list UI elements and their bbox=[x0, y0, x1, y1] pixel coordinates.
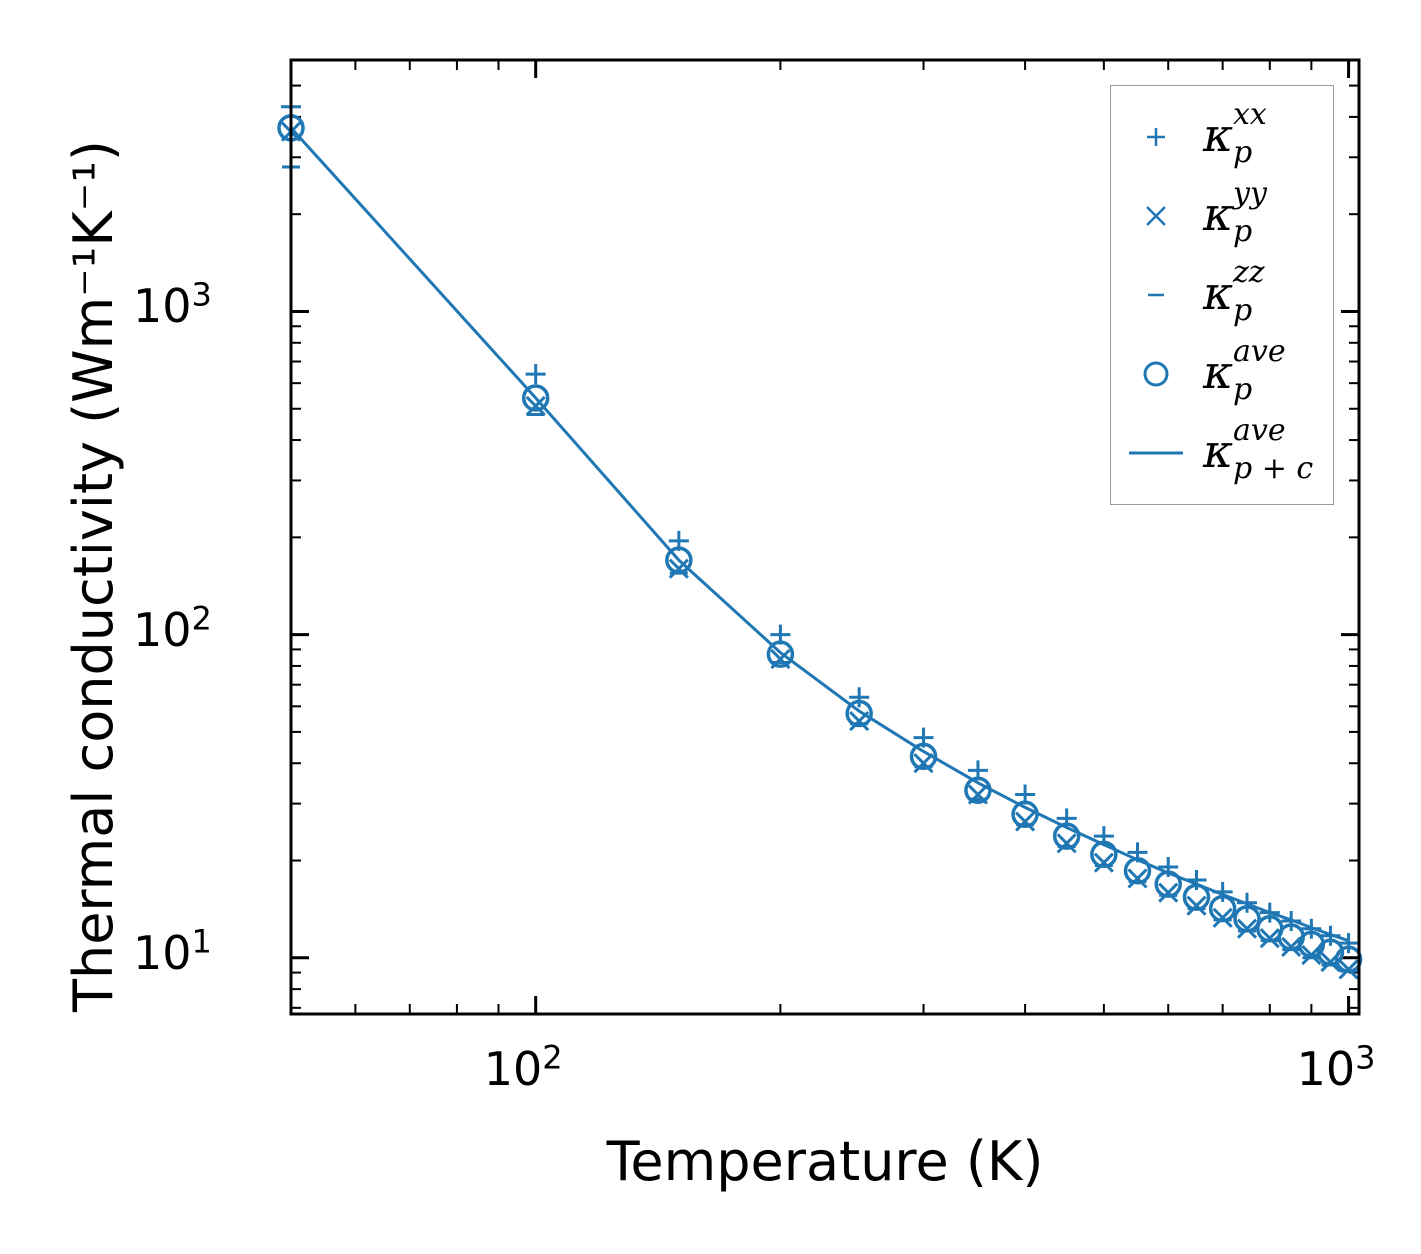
data-point-x bbox=[1259, 928, 1280, 949]
data-point-circle bbox=[909, 742, 938, 771]
x-axis-label: Temperature (K) bbox=[606, 1130, 1044, 1193]
plot-frame bbox=[289, 58, 1361, 1016]
legend-label-sub: p bbox=[1233, 372, 1253, 407]
y-tick-label: 102 bbox=[133, 602, 212, 657]
data-point-circle bbox=[665, 546, 693, 574]
x-tick-label: 102 bbox=[484, 1042, 563, 1096]
data-point-x bbox=[1236, 918, 1258, 939]
y-tick-label-exp: 3 bbox=[191, 276, 212, 315]
data-point-circle bbox=[1334, 945, 1363, 973]
data-point-plus bbox=[849, 687, 870, 708]
legend-label-sub: p bbox=[1233, 214, 1253, 249]
legend-marker-plus bbox=[1147, 128, 1165, 146]
legend-label-sup: xx bbox=[1233, 97, 1267, 132]
legend-entry: κ ave p bbox=[1111, 333, 1335, 413]
data-point-circle bbox=[1316, 938, 1345, 967]
y-tick-label-exp: 1 bbox=[191, 922, 212, 961]
data-point-x bbox=[1281, 936, 1302, 958]
y-tick-label-base: 10 bbox=[133, 602, 192, 657]
x-tick-label-exp: 2 bbox=[542, 1038, 563, 1077]
legend-label-sup: ave bbox=[1233, 413, 1286, 448]
data-point-x bbox=[525, 395, 546, 417]
legend-label-sub: p bbox=[1233, 135, 1253, 170]
data-point-x bbox=[1158, 882, 1179, 903]
legend-label-sup: zz bbox=[1233, 255, 1265, 290]
data-point-x bbox=[1056, 833, 1077, 854]
legend-label-sup: yy bbox=[1233, 176, 1267, 211]
series-x bbox=[280, 121, 1359, 980]
legend-marker-circle bbox=[1143, 361, 1169, 387]
data-series bbox=[277, 96, 1363, 980]
y-tick-label-base: 10 bbox=[133, 279, 192, 334]
legend-label-sub: p + c bbox=[1233, 451, 1314, 486]
plot-area bbox=[277, 58, 1363, 1016]
legend-label-base: κ bbox=[1203, 187, 1234, 241]
legend-label-base: κ bbox=[1203, 345, 1234, 399]
data-point-x bbox=[1127, 868, 1148, 889]
legend-entry: κ xx p bbox=[1111, 96, 1335, 176]
legend-label-base: κ bbox=[1203, 266, 1234, 320]
data-point-x bbox=[1093, 852, 1114, 873]
series-line bbox=[289, 126, 1350, 943]
data-point-circle bbox=[1090, 840, 1118, 869]
data-point-plus bbox=[525, 364, 546, 385]
data-point-x bbox=[1186, 895, 1207, 916]
legend-marker-x bbox=[1146, 206, 1166, 226]
y-tick-label: 101 bbox=[133, 925, 212, 980]
y-tick-label: 103 bbox=[133, 279, 212, 333]
series-line bbox=[289, 126, 1350, 943]
legend-x-glyph bbox=[1146, 206, 1166, 226]
data-point-x bbox=[913, 753, 934, 774]
x-tick-label-base: 10 bbox=[1296, 1042, 1356, 1096]
data-point-circle bbox=[845, 699, 873, 728]
data-point-circle bbox=[521, 384, 550, 412]
legend-entry: κ ave p + c bbox=[1111, 412, 1335, 492]
legend-marker-line bbox=[1129, 451, 1183, 455]
legend-entry: κ zz p bbox=[1111, 254, 1335, 334]
legend: κ xx p κ yy p κ zz p κ ave p κ ave p + c bbox=[1110, 85, 1334, 505]
y-tick-label-exp: 2 bbox=[191, 599, 212, 638]
legend-label-base: κ bbox=[1203, 424, 1234, 478]
data-point-circle bbox=[1208, 894, 1237, 923]
legend-marker-dash bbox=[1148, 293, 1164, 297]
data-point-x bbox=[1212, 907, 1233, 928]
y-axis-label: Thermal conductivity (Wm⁻¹K⁻¹) bbox=[62, 140, 125, 1012]
data-point-circle bbox=[766, 640, 795, 668]
x-tick-label-exp: 3 bbox=[1355, 1038, 1376, 1077]
legend-entry: κ yy p bbox=[1111, 175, 1335, 255]
x-tick-label: 103 bbox=[1297, 1042, 1376, 1096]
data-point-x bbox=[1015, 811, 1036, 832]
legend-plus-glyph bbox=[1147, 128, 1165, 146]
data-point-circle bbox=[1233, 905, 1261, 933]
legend-label-base: κ bbox=[1203, 108, 1234, 162]
data-point-circle bbox=[1052, 822, 1081, 850]
data-point-x bbox=[668, 558, 689, 579]
x-tick-label-base: 10 bbox=[483, 1042, 543, 1096]
legend-circle-glyph bbox=[1143, 361, 1169, 387]
y-tick-label-base: 10 bbox=[133, 925, 192, 980]
legend-label-sup: ave bbox=[1233, 334, 1286, 369]
data-point-plus bbox=[1338, 933, 1359, 954]
legend-label-sub: p bbox=[1233, 293, 1253, 328]
